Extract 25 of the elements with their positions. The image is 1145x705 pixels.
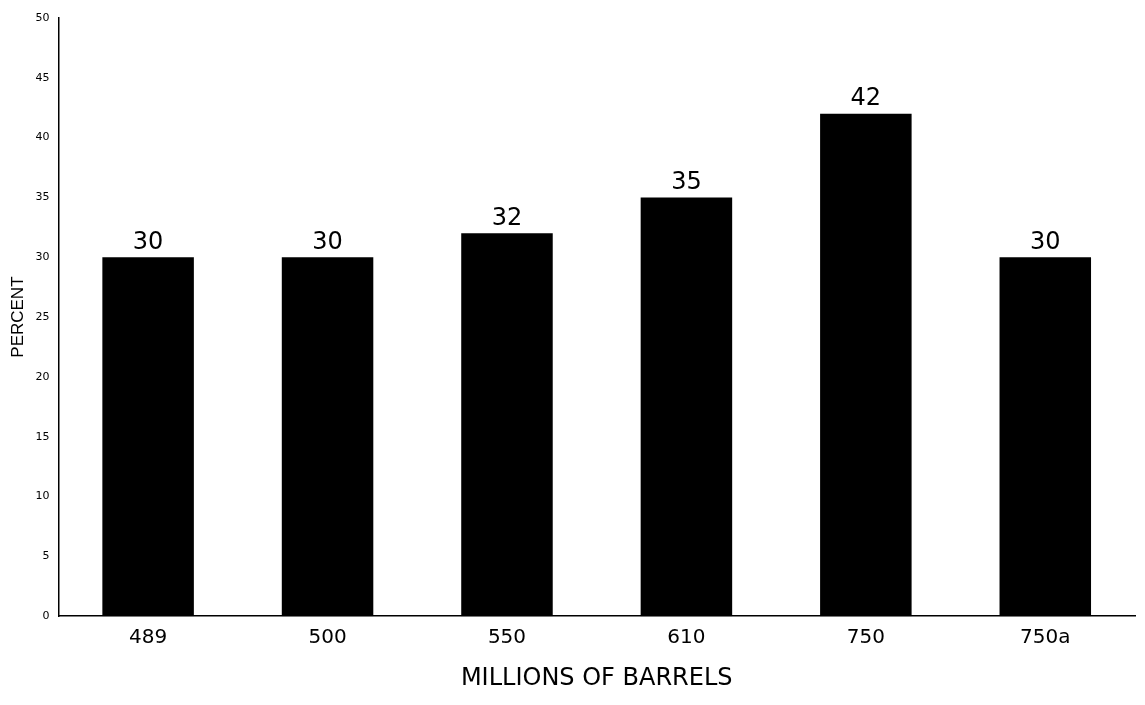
data-label: 32 — [491, 202, 523, 231]
data-label: 30 — [1030, 226, 1061, 255]
data-label: 30 — [312, 226, 343, 255]
data-label: 30 — [132, 226, 164, 255]
y-tick-label: 35 — [35, 190, 50, 204]
y-tick-label: 20 — [35, 369, 50, 383]
y-tick-label: 30 — [35, 250, 50, 264]
x-tick-label: 750a — [1020, 624, 1071, 649]
y-tick-label: 5 — [42, 549, 50, 563]
x-tick-label: 500 — [308, 624, 347, 649]
x-tick-label: 610 — [667, 624, 706, 649]
y-axis-title: PERCENT — [7, 276, 27, 358]
data-label: 35 — [671, 166, 702, 195]
y-tick-label: 40 — [35, 130, 50, 144]
y-tick-label: 10 — [35, 489, 50, 503]
data-label: 42 — [850, 82, 882, 111]
y-tick-label: 25 — [35, 309, 50, 323]
y-tick-label: 45 — [35, 70, 50, 84]
x-axis-title: MILLIONS OF BARRELS — [460, 662, 733, 691]
y-tick-label: 50 — [35, 10, 50, 24]
y-tick-label: 0 — [42, 609, 50, 623]
y-tick-label: 15 — [35, 429, 50, 443]
x-tick-label: 550 — [487, 624, 527, 649]
x-tick-label: 750 — [846, 624, 885, 649]
x-tick-label: 489 — [129, 624, 168, 649]
